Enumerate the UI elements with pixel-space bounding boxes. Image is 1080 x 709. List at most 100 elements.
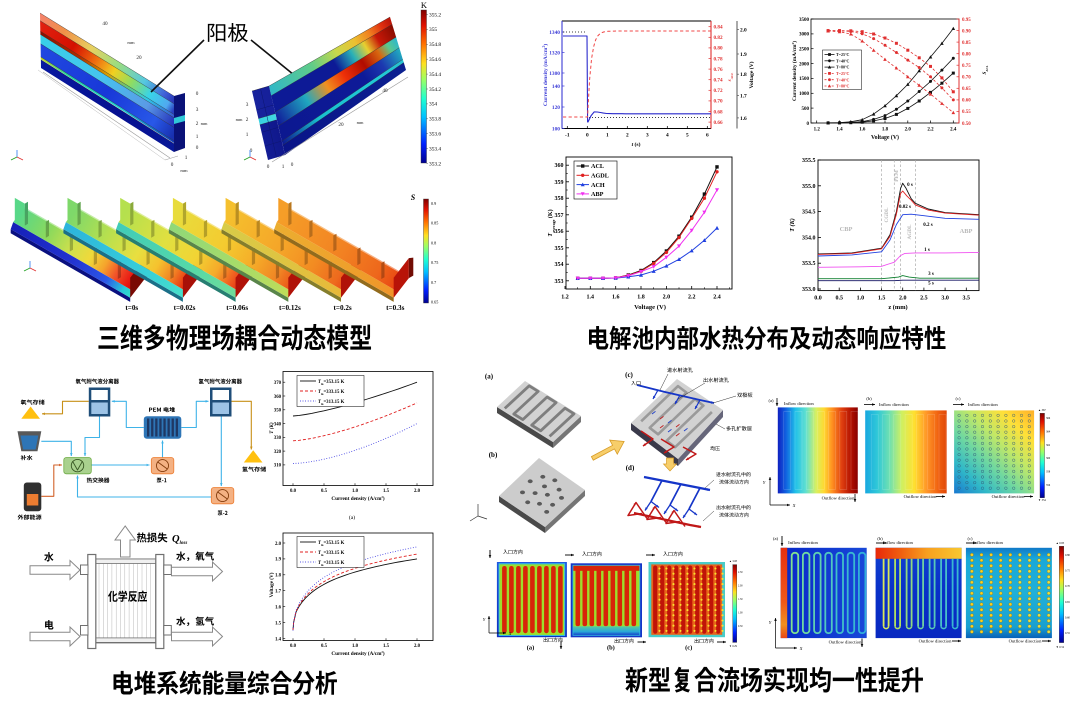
svg-text:2.0: 2.0 [899, 296, 907, 302]
svg-text:370: 370 [274, 381, 282, 386]
svg-text:2.0: 2.0 [905, 128, 912, 133]
svg-text:(b): (b) [489, 451, 498, 459]
svg-text:3: 3 [646, 133, 649, 139]
svg-text:2.0: 2.0 [740, 28, 747, 34]
svg-text:364: 364 [1046, 430, 1051, 433]
svg-text:Tin=333.15 K: Tin=333.15 K [318, 390, 345, 396]
svg-text:1.8: 1.8 [740, 72, 747, 78]
svg-text:T=25°C: T=25°C [836, 71, 850, 76]
svg-text:2.0: 2.0 [275, 542, 282, 547]
svg-text:z (mm): z (mm) [888, 304, 907, 311]
svg-text:S: S [411, 193, 416, 202]
svg-text:Outflow direction: Outflow direction [992, 494, 1025, 499]
svg-text:(a): (a) [349, 514, 355, 521]
svg-text:2.0: 2.0 [414, 644, 421, 649]
svg-text:Y: Y [769, 620, 772, 625]
svg-text:40: 40 [102, 21, 108, 27]
svg-text:3.5: 3.5 [963, 296, 971, 302]
svg-text:353.2: 353.2 [429, 161, 441, 167]
svg-text:360: 360 [274, 395, 282, 400]
svg-text:2: 2 [246, 117, 249, 123]
svg-text:354.4: 354.4 [429, 72, 441, 78]
svg-text:(b): (b) [877, 536, 883, 541]
svg-text:▼ 354: ▼ 354 [1038, 499, 1046, 502]
svg-text:353: 353 [555, 279, 564, 285]
svg-text:1: 1 [185, 155, 188, 161]
svg-text:Inflow direction: Inflow direction [968, 402, 998, 407]
svg-text:355.0: 355.0 [802, 184, 816, 190]
svg-text:Inflow direction: Inflow direction [784, 401, 814, 406]
svg-text:Outflow direction: Outflow direction [919, 639, 952, 644]
svg-text:0.02 s: 0.02 s [899, 205, 911, 210]
svg-text:Voltage (V): Voltage (V) [268, 572, 275, 597]
svg-text:0.60: 0.60 [1065, 616, 1070, 619]
svg-text:0.82: 0.82 [714, 35, 723, 41]
svg-text:20: 20 [136, 55, 142, 61]
svg-text:2.4: 2.4 [950, 128, 957, 133]
svg-text:X: X [799, 646, 803, 651]
svg-text:0.72: 0.72 [714, 88, 723, 94]
svg-text:0.76: 0.76 [714, 67, 723, 73]
svg-text:1.5: 1.5 [383, 644, 390, 649]
svg-text:500: 500 [802, 107, 810, 112]
svg-text:354.6: 354.6 [429, 57, 441, 63]
svg-text:0.66: 0.66 [714, 120, 723, 126]
svg-text:0.50: 0.50 [962, 122, 971, 127]
svg-text:1.6: 1.6 [740, 116, 747, 122]
svg-text:358: 358 [1046, 471, 1051, 474]
svg-text:356: 356 [1046, 484, 1051, 487]
svg-text:0: 0 [196, 145, 199, 151]
svg-text:T=40°C: T=40°C [836, 77, 850, 82]
svg-text:1300: 1300 [549, 71, 560, 77]
svg-text:Outflow direction: Outflow direction [1009, 639, 1042, 644]
svg-text:0.60: 0.60 [962, 99, 971, 104]
svg-text:0.68: 0.68 [714, 109, 723, 115]
svg-text:1.50: 1.50 [738, 598, 743, 601]
svg-text:354.0: 354.0 [802, 235, 816, 241]
svg-text:1.6: 1.6 [612, 295, 620, 301]
svg-text:1.8: 1.8 [637, 295, 645, 301]
svg-text:0.70: 0.70 [1065, 585, 1070, 588]
svg-text:Inflow direction: Inflow direction [973, 540, 1003, 545]
svg-text:362: 362 [1046, 444, 1051, 447]
svg-text:2500: 2500 [799, 48, 810, 53]
svg-text:0.0: 0.0 [290, 644, 297, 649]
svg-text:(d): (d) [626, 464, 635, 472]
svg-text:2.2: 2.2 [688, 295, 696, 301]
svg-text:0.65: 0.65 [1065, 601, 1070, 604]
svg-text:0.80: 0.80 [714, 46, 723, 52]
svg-text:X: X [508, 631, 512, 636]
svg-text:0.55: 0.55 [962, 110, 971, 115]
svg-text:Voltage (V): Voltage (V) [748, 61, 755, 88]
svg-text:360: 360 [555, 163, 564, 169]
svg-text:1320: 1320 [549, 51, 560, 57]
svg-text:t=0s: t=0s [125, 304, 138, 312]
svg-text:AGDL: AGDL [591, 173, 609, 180]
svg-text:0.65: 0.65 [431, 300, 438, 305]
svg-text:0: 0 [586, 133, 589, 139]
svg-text:1.0: 1.0 [857, 296, 865, 302]
svg-text:▲ 3.08: ▲ 3.08 [729, 560, 737, 563]
svg-text:mm: mm [236, 117, 243, 122]
svg-text:0.78: 0.78 [714, 56, 723, 62]
svg-text:354.8: 354.8 [429, 42, 441, 48]
svg-text:1.00: 1.00 [738, 612, 743, 615]
svg-text:t=0.2s: t=0.2s [333, 304, 351, 312]
svg-text:(b): (b) [866, 396, 872, 401]
svg-text:1.2: 1.2 [561, 295, 569, 301]
svg-text:Tin=333.15 K: Tin=333.15 K [318, 551, 345, 557]
svg-text:4: 4 [666, 133, 669, 139]
svg-text:loss: loss [180, 541, 188, 546]
svg-text:0.84: 0.84 [714, 25, 723, 31]
svg-text:3.0: 3.0 [941, 296, 949, 302]
svg-text:3500: 3500 [799, 18, 810, 23]
svg-text:354: 354 [555, 262, 564, 268]
svg-text:t=0.02s: t=0.02s [174, 304, 196, 312]
svg-text:Tin=353.15 K: Tin=353.15 K [318, 541, 345, 547]
svg-text:Taverage (K): Taverage (K) [547, 209, 556, 236]
svg-text:ACH: ACH [591, 182, 605, 189]
svg-text:1.6: 1.6 [275, 606, 282, 611]
svg-text:353.0: 353.0 [802, 287, 816, 293]
svg-text:0: 0 [196, 91, 199, 97]
svg-text:5 s: 5 s [928, 282, 934, 287]
